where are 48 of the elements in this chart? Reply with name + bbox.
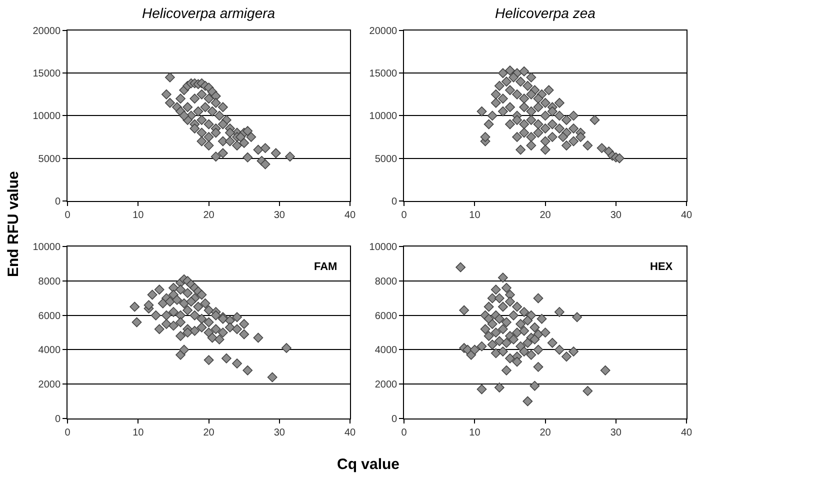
x-tick-label: 0 xyxy=(401,210,408,221)
x-tick-label: 0 xyxy=(401,427,408,438)
y-tick-label: 10000 xyxy=(32,242,61,254)
y-tick-label: 6000 xyxy=(374,310,398,322)
x-tick-label: 40 xyxy=(344,210,356,221)
x-tick-label: 40 xyxy=(680,210,693,221)
x-tick-label: 0 xyxy=(64,427,71,438)
chart-title: Helicoverpa zea xyxy=(495,5,596,21)
y-tick-label: 0 xyxy=(392,414,398,425)
y-tick-label: 2000 xyxy=(38,380,61,391)
x-tick-label: 30 xyxy=(274,210,286,221)
y-tick-label: 5000 xyxy=(374,154,398,165)
y-tick-label: 15000 xyxy=(369,68,398,80)
x-tick-label: 20 xyxy=(540,210,552,221)
y-tick-label: 8000 xyxy=(38,276,61,288)
x-tick-label: 40 xyxy=(680,427,693,438)
y-tick-label: 15000 xyxy=(32,68,61,80)
x-tick-label: 30 xyxy=(274,427,286,438)
y-axis-title: End RFU value xyxy=(5,171,22,277)
y-tick-label: 10000 xyxy=(369,111,398,122)
x-tick-label: 20 xyxy=(540,427,552,438)
x-tick-label: 0 xyxy=(64,210,71,221)
x-tick-label: 30 xyxy=(610,210,622,221)
y-tick-label: 5000 xyxy=(38,154,61,165)
x-tick-label: 10 xyxy=(469,427,481,438)
x-tick-label: 40 xyxy=(344,427,356,438)
y-tick-label: 20000 xyxy=(32,26,61,37)
annotation: FAM xyxy=(314,261,338,273)
y-tick-label: 0 xyxy=(55,414,61,425)
y-tick-label: 10000 xyxy=(32,111,61,122)
x-tick-label: 20 xyxy=(203,210,215,221)
annotation: HEX xyxy=(650,261,674,273)
x-tick-label: 10 xyxy=(469,210,481,221)
x-tick-label: 10 xyxy=(132,427,144,438)
y-tick-label: 0 xyxy=(55,196,61,208)
y-tick-label: 8000 xyxy=(374,276,398,288)
y-tick-label: 4000 xyxy=(38,345,61,356)
y-tick-label: 4000 xyxy=(374,345,398,356)
x-axis-title: Cq value xyxy=(337,456,400,473)
x-tick-label: 30 xyxy=(610,427,622,438)
y-tick-label: 6000 xyxy=(38,310,61,322)
y-tick-label: 0 xyxy=(392,196,398,208)
x-tick-label: 10 xyxy=(132,210,144,221)
x-tick-label: 20 xyxy=(203,427,215,438)
y-tick-label: 2000 xyxy=(374,380,398,391)
y-tick-label: 10000 xyxy=(369,242,398,254)
y-tick-label: 20000 xyxy=(369,26,398,37)
chart-title: Helicoverpa armigera xyxy=(142,5,276,21)
